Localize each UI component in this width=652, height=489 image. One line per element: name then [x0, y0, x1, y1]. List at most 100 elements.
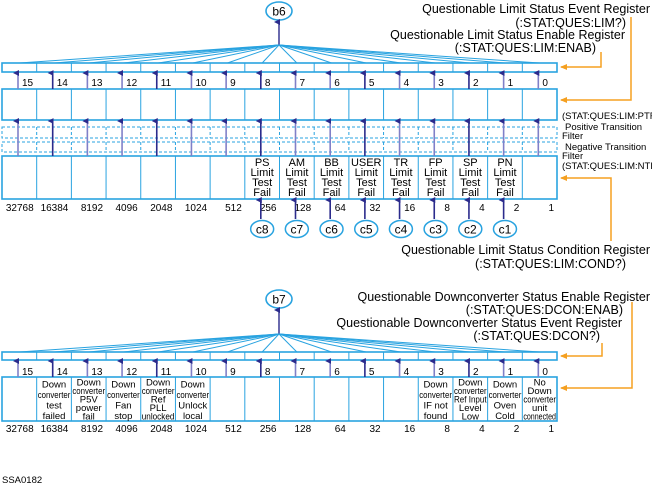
condition-label-line: Limit: [355, 167, 378, 179]
bit-weight: 4: [479, 424, 485, 435]
bit-number: 0: [542, 367, 548, 378]
bit-weight: 2048: [150, 203, 173, 214]
downconverter-status-group: b715327681416384Downconvertertestfailed1…: [1, 289, 650, 435]
bit-weight: 2: [514, 424, 520, 435]
condition-label-line: Limit: [389, 167, 412, 179]
summary-bit-label: b7: [272, 293, 286, 307]
summary-or-line: [278, 44, 332, 64]
condition-register-command: (:STAT:QUES:LIM:COND?): [475, 257, 626, 271]
condition-label-line: stop: [114, 411, 132, 422]
input-label: c6: [325, 223, 338, 237]
condition-label-line: Test: [321, 177, 341, 189]
ntr-label: Negative Transition: [565, 142, 646, 153]
summary-or-line: [88, 44, 280, 64]
bit-number: 4: [404, 367, 410, 378]
dcon-event-register-title: Questionable Downconverter Status Event …: [336, 316, 622, 330]
bit-number: 14: [57, 78, 69, 89]
condition-label-line: Test: [460, 177, 480, 189]
bit-number: 13: [91, 78, 103, 89]
bit-weight: 16: [404, 203, 416, 214]
condition-register-pointer: [560, 175, 612, 241]
summary-or-line: [278, 44, 367, 64]
condition-label-line: Oven: [494, 400, 517, 411]
condition-label-line: Limit: [251, 167, 274, 179]
condition-label-line: Fail: [392, 187, 410, 199]
condition-label-line: Test: [287, 177, 307, 189]
condition-label-line: Fan: [115, 400, 131, 411]
condition-label-line: Limit: [493, 167, 516, 179]
condition-label-line: FP: [429, 157, 443, 169]
bit-number: 10: [195, 78, 207, 89]
condition-label-line: Fail: [357, 187, 375, 199]
condition-label-line: Unlock: [178, 400, 207, 411]
input-oval: [249, 219, 275, 239]
dcon-event-register-pointer: [560, 302, 633, 391]
condition-label-line: Ref Input: [454, 395, 487, 406]
enable-register-pointer: [560, 52, 602, 70]
condition-label-line: Fail: [253, 187, 271, 199]
condition-label-line: converter: [454, 386, 487, 397]
condition-label-line: PS: [255, 157, 270, 169]
input-label: c7: [291, 223, 304, 237]
condition-label-line: Down: [146, 378, 170, 389]
condition-label-line: unlocked: [142, 411, 175, 422]
bit-weight: 8: [444, 424, 450, 435]
bit-number: 6: [334, 78, 340, 89]
ptr-command: (STAT:QUES:LIM:PTR): [562, 111, 652, 122]
bit-number: 11: [161, 78, 172, 89]
bit-number: 13: [91, 367, 103, 378]
ntr-command: (STAT:QUES:LIM:NTR): [562, 161, 652, 172]
condition-label-line: Down: [493, 379, 517, 390]
summary-or-line: [158, 44, 280, 64]
input-label: c5: [360, 223, 373, 237]
bit-number: 2: [473, 78, 479, 89]
condition-label-line: Test: [495, 177, 515, 189]
bit-weight: 256: [260, 424, 277, 435]
event-register-title: Questionable Limit Status Event Register: [422, 2, 650, 16]
condition-label-line: PN: [497, 157, 512, 169]
bit-number: 4: [404, 78, 410, 89]
condition-label-line: converter: [523, 395, 556, 406]
input-oval: [284, 219, 310, 239]
condition-label-line: Down: [181, 379, 205, 390]
condition-label-line: Down: [458, 378, 482, 389]
condition-label-line: USER: [351, 157, 382, 169]
summary-or-line: [278, 333, 298, 353]
bit-number: 9: [230, 78, 236, 89]
condition-label-line: Down: [111, 379, 135, 390]
bit-weight: 512: [225, 203, 242, 214]
condition-label-line: local: [183, 411, 203, 422]
summary-or-line: [53, 44, 280, 64]
bit-weight: 2048: [150, 424, 173, 435]
condition-label-line: Limit: [424, 167, 447, 179]
summary-or-line: [278, 333, 436, 353]
bit-number: 0: [542, 78, 548, 89]
bit-number: 14: [57, 367, 69, 378]
bit-number: 3: [438, 367, 444, 378]
condition-label-line: Ref: [151, 395, 166, 406]
bit-number: 12: [126, 78, 138, 89]
condition-label-line: Limit: [320, 167, 343, 179]
summary-or-line: [278, 44, 540, 64]
bit-weight: 8192: [81, 203, 104, 214]
summary-or-line: [278, 44, 436, 64]
bit-weight: 4: [479, 203, 485, 214]
bit-number: 15: [22, 78, 34, 89]
enable-register-command: (:STAT:QUES:LIM:ENAB): [455, 41, 596, 55]
condition-label-line: converter: [142, 386, 175, 397]
bit-weight: 16384: [41, 424, 69, 435]
bit-weight: 1: [548, 203, 554, 214]
bit-number: 10: [195, 367, 207, 378]
summary-or-line: [278, 44, 401, 64]
summary-or-line: [278, 44, 298, 64]
dcon-enable-register-pointer: [560, 343, 603, 359]
bit-weight: 128: [295, 424, 312, 435]
condition-label-line: converter: [72, 386, 105, 397]
summary-bit-label: b6: [272, 5, 286, 19]
bit-number: 1: [508, 78, 514, 89]
condition-label-line: P5V: [80, 395, 99, 406]
dcon-enable-register-command: (:STAT:QUES:DCON:ENAB): [466, 303, 623, 317]
condition-label-line: PLL: [150, 403, 167, 414]
